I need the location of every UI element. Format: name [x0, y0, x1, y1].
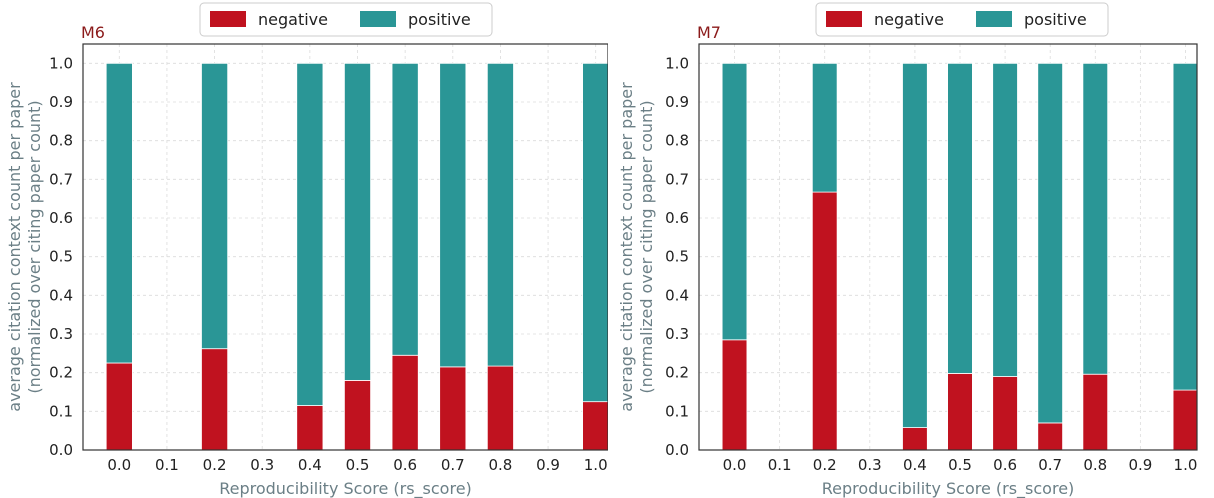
y-axis-label-line2: (normalized over citing paper count) — [25, 100, 44, 393]
x-tick-label: 1.0 — [1174, 456, 1198, 474]
y-tick-label: 0.4 — [665, 286, 689, 304]
y-axis-label-line1: average citation context count per paper — [617, 82, 636, 412]
y-tick-label: 0.0 — [49, 441, 73, 459]
plot-frame — [698, 43, 1198, 451]
x-tick-label: 1.0 — [584, 456, 608, 474]
x-tick-label: 0.5 — [346, 456, 370, 474]
y-tick-label: 0.1 — [49, 402, 73, 420]
y-tick-label: 0.7 — [49, 170, 73, 188]
y-axis-label-line2: (normalized over citing paper count) — [637, 100, 656, 393]
x-tick-label: 0.3 — [250, 456, 274, 474]
y-tick-label: 0.1 — [665, 402, 689, 420]
bar-negative-0.5 — [343, 379, 372, 451]
bar-positive-0.5 — [947, 62, 973, 374]
y-tick-label: 0.8 — [49, 132, 73, 150]
y-tick-label: 0.2 — [665, 364, 689, 382]
bar-positive-1.0 — [1172, 62, 1199, 391]
y-tick-label: 0.5 — [665, 248, 689, 266]
bar-positive-0.0 — [105, 62, 133, 364]
x-tick-label: 0.4 — [903, 456, 927, 474]
bar-positive-0.4 — [296, 62, 324, 406]
legend-box — [815, 2, 1109, 37]
y-tick-label: 1.0 — [49, 54, 73, 72]
legend-swatch-negative — [826, 11, 862, 27]
legend-label-negative: negative — [258, 10, 328, 29]
bar-positive-0.7 — [439, 62, 467, 368]
legend-swatch-positive — [976, 11, 1012, 27]
bar-negative-1.0 — [1172, 389, 1199, 451]
x-tick-label: 0.8 — [1083, 456, 1107, 474]
plot-frame — [82, 43, 608, 451]
y-tick-label: 0.0 — [665, 441, 689, 459]
x-tick-label: 0.0 — [107, 456, 131, 474]
x-tick-label: 0.9 — [1128, 456, 1152, 474]
bar-negative-0.6 — [391, 354, 419, 451]
y-tick-label: 0.6 — [665, 209, 689, 227]
x-tick-label: 0.9 — [536, 456, 560, 474]
bar-negative-0.4 — [296, 405, 324, 451]
x-tick-label: 0.6 — [393, 456, 417, 474]
bar-positive-0.2 — [811, 62, 838, 193]
chart-m7: 0.0 0.1 0.2 0.3 0.4 0.5 0.6 0.7 0.8 0.9 1.0 0.0 0.1 0… — [617, 2, 1199, 498]
legend-swatch-positive — [360, 11, 396, 27]
legend-label-positive: positive — [1024, 10, 1087, 29]
bar-negative-0.2 — [201, 348, 229, 451]
y-tick-label: 0.9 — [49, 93, 73, 111]
x-tick-label: 0.3 — [858, 456, 882, 474]
y-tick-label: 0.5 — [49, 248, 73, 266]
bar-positive-0.7 — [1037, 62, 1063, 424]
y-tick-label: 0.8 — [665, 132, 689, 150]
y-tick-label: 1.0 — [665, 54, 689, 72]
legend-box — [199, 2, 493, 37]
bar-negative-0.8 — [1082, 373, 1109, 451]
bar-negative-0.2 — [811, 191, 838, 451]
bar-positive-0.8 — [1082, 62, 1109, 375]
y-tick-label: 0.9 — [665, 93, 689, 111]
bar-negative-1.0 — [582, 401, 608, 451]
bar-negative-0.4 — [902, 427, 928, 451]
x-tick-label: 0.0 — [723, 456, 747, 474]
y-tick-label: 0.6 — [49, 209, 73, 227]
bar-positive-0.8 — [486, 62, 514, 367]
x-tick-label: 0.5 — [948, 456, 972, 474]
x-axis-label: Reproducibility Score (rs_score) — [219, 479, 472, 498]
x-tick-label: 0.8 — [488, 456, 512, 474]
bar-positive-0.5 — [343, 62, 372, 381]
legend-label-negative: negative — [874, 10, 944, 29]
x-tick-label: 0.2 — [203, 456, 227, 474]
x-tick-label: 0.6 — [993, 456, 1017, 474]
bar-positive-0.4 — [902, 62, 928, 428]
y-tick-label: 0.7 — [665, 170, 689, 188]
bar-negative-0.8 — [486, 365, 514, 451]
bar-negative-0.6 — [992, 376, 1018, 451]
bar-positive-0.6 — [992, 62, 1018, 377]
y-tick-label: 0.3 — [49, 325, 73, 343]
bar-positive-0.2 — [201, 62, 229, 350]
legend-swatch-negative — [210, 11, 246, 27]
bar-negative-0.5 — [947, 373, 973, 451]
bar-negative-0.7 — [439, 366, 467, 451]
bar-negative-0.0 — [105, 362, 133, 451]
x-tick-label: 0.1 — [155, 456, 179, 474]
x-tick-label: 0.7 — [441, 456, 465, 474]
panel-label: M6 — [81, 23, 105, 42]
bar-positive-1.0 — [582, 62, 608, 403]
x-tick-label: 0.7 — [1038, 456, 1062, 474]
y-tick-label: 0.3 — [665, 325, 689, 343]
x-tick-label: 0.4 — [298, 456, 322, 474]
y-axis-label-line1: average citation context count per paper — [5, 82, 24, 412]
chart-m6: 0.0 0.1 0.2 0.3 0.4 0.5 0.6 0.7 0.8 0.9 1.0 0.0 0.1 0… — [5, 2, 608, 498]
x-tick-label: 0.1 — [768, 456, 792, 474]
x-tick-label: 0.2 — [813, 456, 837, 474]
bar-positive-0.6 — [391, 62, 419, 356]
y-tick-label: 0.2 — [49, 364, 73, 382]
y-tick-label: 0.4 — [49, 286, 73, 304]
bar-negative-0.7 — [1037, 422, 1063, 451]
bar-positive-0.0 — [721, 62, 748, 341]
panel-label: M7 — [697, 23, 721, 42]
bar-negative-0.0 — [721, 339, 748, 451]
x-axis-label: Reproducibility Score (rs_score) — [822, 479, 1075, 498]
legend-label-positive: positive — [408, 10, 471, 29]
